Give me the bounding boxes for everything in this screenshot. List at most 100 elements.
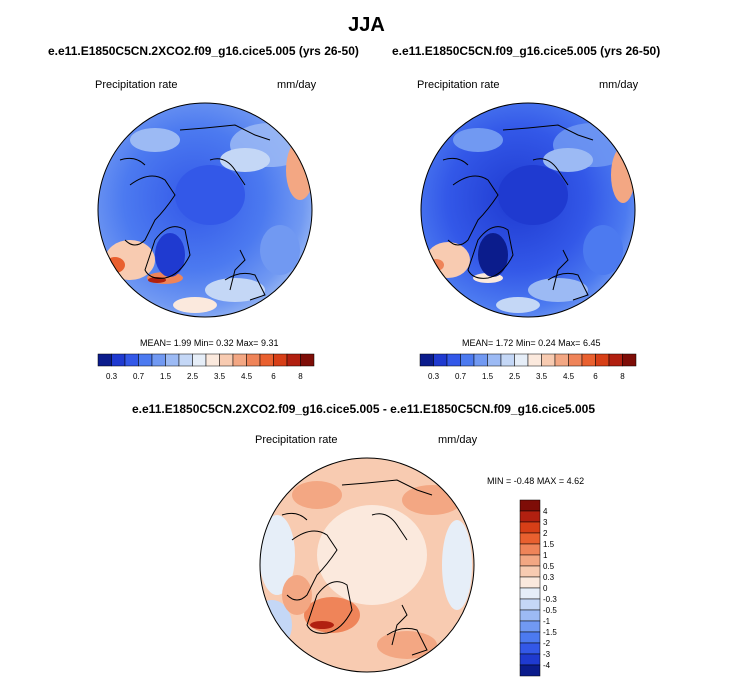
diff-colorbar-box (519, 554, 541, 567)
right-colorbar-box (460, 353, 475, 367)
diff-colorbar-tick-label: -0.3 (543, 595, 557, 604)
diff-max-label: MAX = (536, 476, 565, 486)
diff-units-label: mm/day (438, 434, 478, 446)
right-colorbar-tick-label: 8 (620, 372, 625, 381)
right-colorbar: 0.3 0.7 1.5 2.5 3.5 4.5 6 8 (419, 353, 637, 384)
left-colorbar-box (151, 353, 166, 367)
diff-max-value: 4.62 (566, 476, 585, 486)
diff-colorbar-tick-label: -4 (543, 661, 551, 670)
right-colorbar-box (527, 353, 542, 367)
right-units-label: mm/day (599, 79, 639, 91)
diff-colorbar-box (519, 576, 541, 589)
left-colorbar-box (259, 353, 274, 367)
left-colorbar-box (246, 353, 261, 367)
right-mean-label: MEAN= (462, 338, 494, 348)
left-max-label: Max= (236, 338, 259, 348)
diff-colorbar-tick-label: -3 (543, 650, 551, 659)
right-colorbar-tick-label: 1.5 (482, 372, 494, 381)
right-colorbar-box (568, 353, 583, 367)
left-colorbar-tick-label: 8 (298, 372, 303, 381)
right-max-value: 6.45 (582, 338, 601, 348)
right-colorbar-box (554, 353, 569, 367)
diff-colorbar: 4 3 2 1.5 1 0.5 0.3 0 -0.3 -0.5 -1 -1.5 -2 -3 -4 (519, 499, 560, 677)
right-colorbar-box (622, 353, 637, 367)
diff-colorbar-tick-label: 3 (543, 518, 548, 527)
diff-colorbar-box (519, 499, 541, 512)
main-title: JJA (348, 14, 385, 36)
diff-colorbar-box (519, 631, 541, 644)
diff-colorbar-tick-label: -1 (543, 617, 551, 626)
diff-colorbar-tick-label: -1.5 (543, 628, 557, 637)
diff-colorbar-box (519, 532, 541, 545)
diff-min-label: MIN = (487, 476, 512, 486)
right-colorbar-box (433, 353, 448, 367)
right-min-label: Min= (515, 338, 536, 348)
right-colorbar-svg: 0.3 0.7 1.5 2.5 3.5 4.5 6 8 (419, 353, 637, 381)
left-colorbar-tick-label: 1.5 (160, 372, 172, 381)
diff-colorbar-box (519, 609, 541, 622)
diff-colorbar-box (519, 565, 541, 578)
diff-colorbar-box (519, 653, 541, 666)
right-stats: MEAN= 1.72 Min= 0.24 Max= 6.45 (462, 338, 600, 348)
right-colorbar-box (608, 353, 623, 367)
right-colorbar-box (581, 353, 596, 367)
left-colorbar-tick-label: 3.5 (214, 372, 226, 381)
right-colorbar-tick-label: 0.3 (428, 372, 440, 381)
diff-colorbar-tick-label: 0.5 (543, 562, 555, 571)
left-colorbar-box (273, 353, 288, 367)
left-colorbar-box (286, 353, 301, 367)
right-min-value: 0.24 (538, 338, 556, 348)
right-colorbar-tick-label: 0.7 (455, 372, 467, 381)
diff-colorbar-box (519, 587, 541, 600)
diff-colorbar-tick-label: 0.3 (543, 573, 555, 582)
left-polar-map (97, 102, 313, 318)
left-colorbar-box (192, 353, 207, 367)
right-colorbar-box (514, 353, 529, 367)
left-units-label: mm/day (277, 79, 317, 91)
diff-field-label: Precipitation rate (255, 434, 338, 446)
left-mean-value: 1.99 (173, 338, 192, 348)
right-colorbar-box (541, 353, 556, 367)
left-colorbar-box (138, 353, 153, 367)
left-colorbar-box (111, 353, 126, 367)
left-colorbar-box (300, 353, 315, 367)
diff-colorbar-box (519, 510, 541, 523)
left-colorbar-box (97, 353, 112, 367)
left-colorbar-tick-label: 0.7 (133, 372, 145, 381)
right-colorbar-box (595, 353, 610, 367)
diff-colorbar-svg: 4 3 2 1.5 1 0.5 0.3 0 -0.3 -0.5 -1 -1.5 -2 -3 -4 (519, 499, 557, 677)
right-max-label: Max= (558, 338, 581, 348)
left-colorbar-box (205, 353, 220, 367)
diff-colorbar-box (519, 642, 541, 655)
diff-colorbar-tick-label: -2 (543, 639, 551, 648)
right-colorbar-box (446, 353, 461, 367)
right-panel-title: e.e11.E1850C5CN.f09_g16.cice5.005 (yrs 2… (392, 44, 661, 58)
left-colorbar-tick-label: 4.5 (241, 372, 253, 381)
right-polar-map (420, 102, 636, 318)
diff-colorbar-box (519, 598, 541, 611)
right-colorbar-tick-label: 6 (593, 372, 598, 381)
left-colorbar-tick-label: 0.3 (106, 372, 118, 381)
diff-colorbar-tick-label: 1.5 (543, 540, 555, 549)
diff-colorbar-tick-label: 0 (543, 584, 548, 593)
diff-colorbar-tick-label: 1 (543, 551, 548, 560)
left-colorbar-box (124, 353, 139, 367)
diff-colorbar-box (519, 664, 541, 677)
left-min-label: Min= (193, 338, 214, 348)
left-colorbar: 0.3 0.7 1.5 2.5 3.5 4.5 6 8 (97, 353, 315, 384)
diff-panel-title: e.e11.E1850C5CN.2XCO2.f09_g16.cice5.005 … (132, 402, 595, 416)
diff-colorbar-box (519, 543, 541, 556)
left-colorbar-box (165, 353, 180, 367)
left-colorbar-box (219, 353, 234, 367)
diff-colorbar-box (519, 620, 541, 633)
left-field-label: Precipitation rate (95, 79, 178, 91)
diff-polar-map (259, 457, 475, 673)
right-colorbar-tick-label: 2.5 (509, 372, 521, 381)
right-field-label: Precipitation rate (417, 79, 500, 91)
diff-colorbar-box (519, 521, 541, 534)
right-colorbar-box (487, 353, 502, 367)
left-panel-title: e.e11.E1850C5CN.2XCO2.f09_g16.cice5.005 … (48, 44, 359, 58)
right-colorbar-tick-label: 3.5 (536, 372, 548, 381)
diff-colorbar-tick-label: 2 (543, 529, 548, 538)
left-colorbar-box (178, 353, 193, 367)
